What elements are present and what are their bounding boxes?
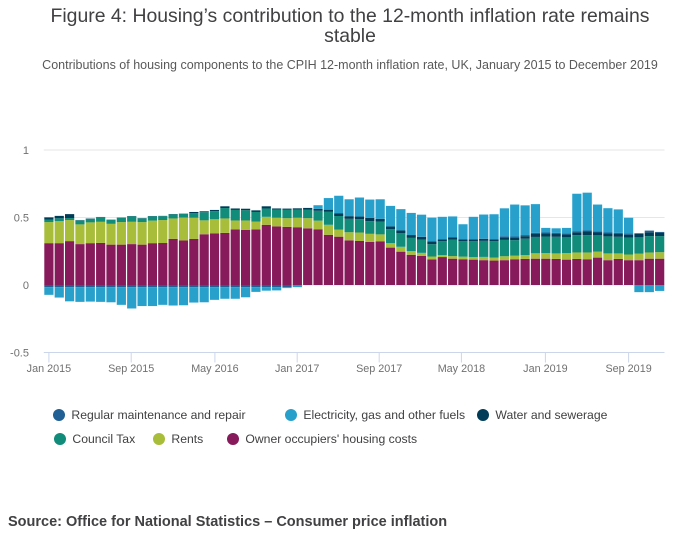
svg-text:May 2018: May 2018 <box>438 363 485 375</box>
svg-text:Sep 2017: Sep 2017 <box>356 363 402 375</box>
svg-text:Sep 2019: Sep 2019 <box>605 363 651 375</box>
svg-text:Sep 2015: Sep 2015 <box>108 363 154 375</box>
svg-text:May 2016: May 2016 <box>191 363 238 375</box>
svg-text:Jan 2015: Jan 2015 <box>27 363 71 375</box>
svg-text:Jan 2019: Jan 2019 <box>523 363 567 375</box>
svg-text:-0.5: -0.5 <box>10 348 29 360</box>
svg-text:0.5: 0.5 <box>14 213 29 225</box>
svg-text:0: 0 <box>23 280 29 292</box>
svg-text:Jan 2017: Jan 2017 <box>275 363 319 375</box>
svg-text:1: 1 <box>23 145 29 157</box>
